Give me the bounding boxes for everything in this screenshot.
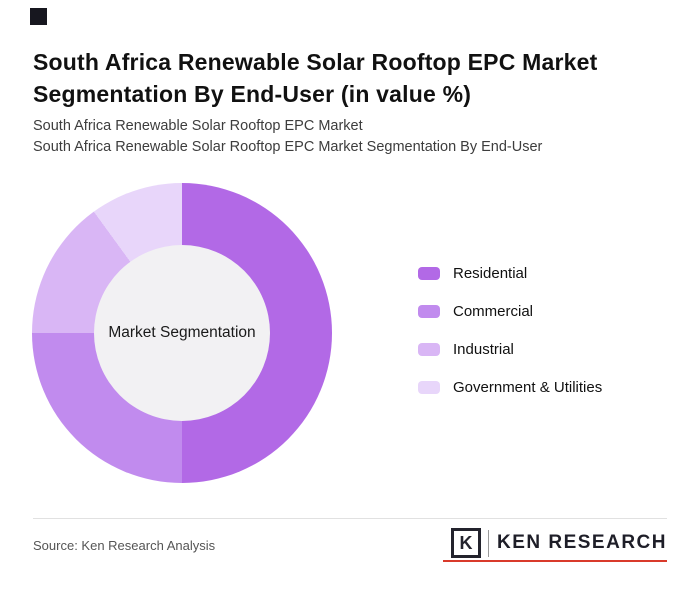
- legend-item-government-utilities: Government & Utilities: [418, 379, 603, 396]
- source-text: Source: Ken Research Analysis: [33, 538, 216, 553]
- brand-separator: [487, 529, 489, 557]
- legend-label: Residential: [453, 265, 528, 282]
- footer-divider: [33, 518, 667, 519]
- legend-swatch: [418, 381, 440, 394]
- legend-label: Government & Utilities: [453, 379, 603, 396]
- subtitle-block: South Africa Renewable Solar Rooftop EPC…: [33, 116, 542, 158]
- donut-hole: Market Segmentation: [94, 245, 270, 421]
- legend-swatch: [418, 305, 440, 318]
- donut-chart-area: Market Segmentation: [32, 183, 332, 483]
- legend-item-industrial: Industrial: [418, 341, 602, 358]
- subtitle-line-2: South Africa Renewable Solar Rooftop EPC…: [33, 139, 543, 155]
- legend-swatch: [418, 343, 440, 356]
- legend-item-residential: Residential: [418, 265, 602, 282]
- subtitle-line-1: South Africa Renewable Solar Rooftop EPC…: [33, 118, 363, 134]
- brand-underline: [443, 560, 667, 562]
- legend-label: Industrial: [453, 341, 514, 358]
- legend-item-commercial: Commercial: [418, 303, 602, 320]
- brand-logo: K KEN RESEARCH: [450, 528, 667, 558]
- accent-square: [30, 8, 47, 25]
- donut-center-label: Market Segmentation: [108, 324, 256, 341]
- chart-legend: Residential Commercial Industrial Govern…: [418, 265, 603, 418]
- legend-swatch: [418, 267, 440, 280]
- brand-name: KEN RESEARCH: [496, 532, 667, 553]
- page-title: South Africa Renewable Solar Rooftop EPC…: [33, 49, 598, 108]
- brand-k-icon: K: [450, 528, 481, 558]
- legend-label: Commercial: [453, 303, 534, 320]
